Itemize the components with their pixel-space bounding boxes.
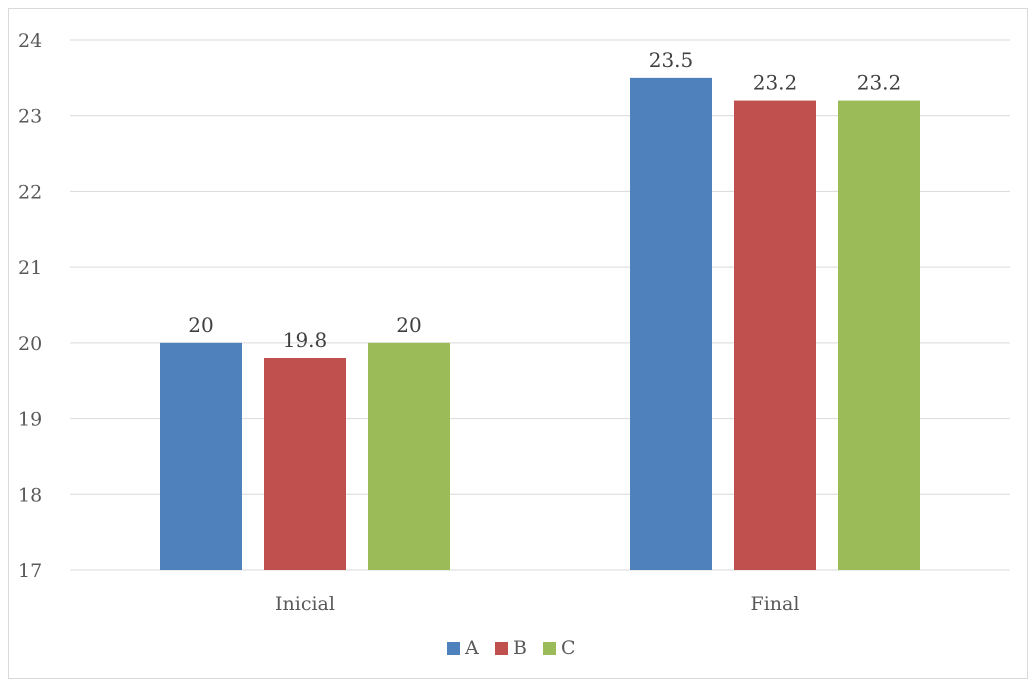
y-tick-label: 24 xyxy=(18,30,42,52)
y-tick-label: 21 xyxy=(18,257,42,279)
bar-a-inicial xyxy=(160,342,242,570)
y-axis-tick-labels: 17 18 19 20 21 22 23 24 xyxy=(18,30,42,582)
y-tick-label: 19 xyxy=(18,409,42,431)
x-category-label: Inicial xyxy=(275,593,335,615)
data-label: 20 xyxy=(188,313,213,337)
data-label: 23.5 xyxy=(649,48,694,72)
data-label: 19.8 xyxy=(283,328,328,352)
y-tick-label: 17 xyxy=(18,560,42,582)
legend: A B C xyxy=(447,637,576,659)
data-label: 23.2 xyxy=(857,71,902,95)
legend-label-c: C xyxy=(561,637,576,659)
legend-label-a: A xyxy=(464,637,479,659)
bar-c-inicial xyxy=(368,342,450,570)
x-category-label: Final xyxy=(751,593,800,615)
y-tick-label: 20 xyxy=(18,333,42,355)
bar-c-final xyxy=(838,100,920,571)
data-labels: 20 19.8 20 23.5 23.2 23.2 xyxy=(188,48,901,352)
y-tick-label: 22 xyxy=(18,181,42,203)
bar-b-inicial xyxy=(264,358,346,570)
bar-a-final xyxy=(630,77,712,570)
bars xyxy=(160,77,920,571)
legend-swatch-a xyxy=(447,642,460,655)
data-label: 23.2 xyxy=(753,71,798,95)
legend-label-b: B xyxy=(513,637,527,659)
legend-swatch-b xyxy=(495,642,508,655)
y-tick-label: 18 xyxy=(18,484,42,506)
y-tick-label: 23 xyxy=(18,106,42,128)
x-axis-category-labels: Inicial Final xyxy=(275,593,799,615)
legend-swatch-c xyxy=(543,642,556,655)
data-label: 20 xyxy=(396,313,421,337)
bar-b-final xyxy=(734,100,816,571)
